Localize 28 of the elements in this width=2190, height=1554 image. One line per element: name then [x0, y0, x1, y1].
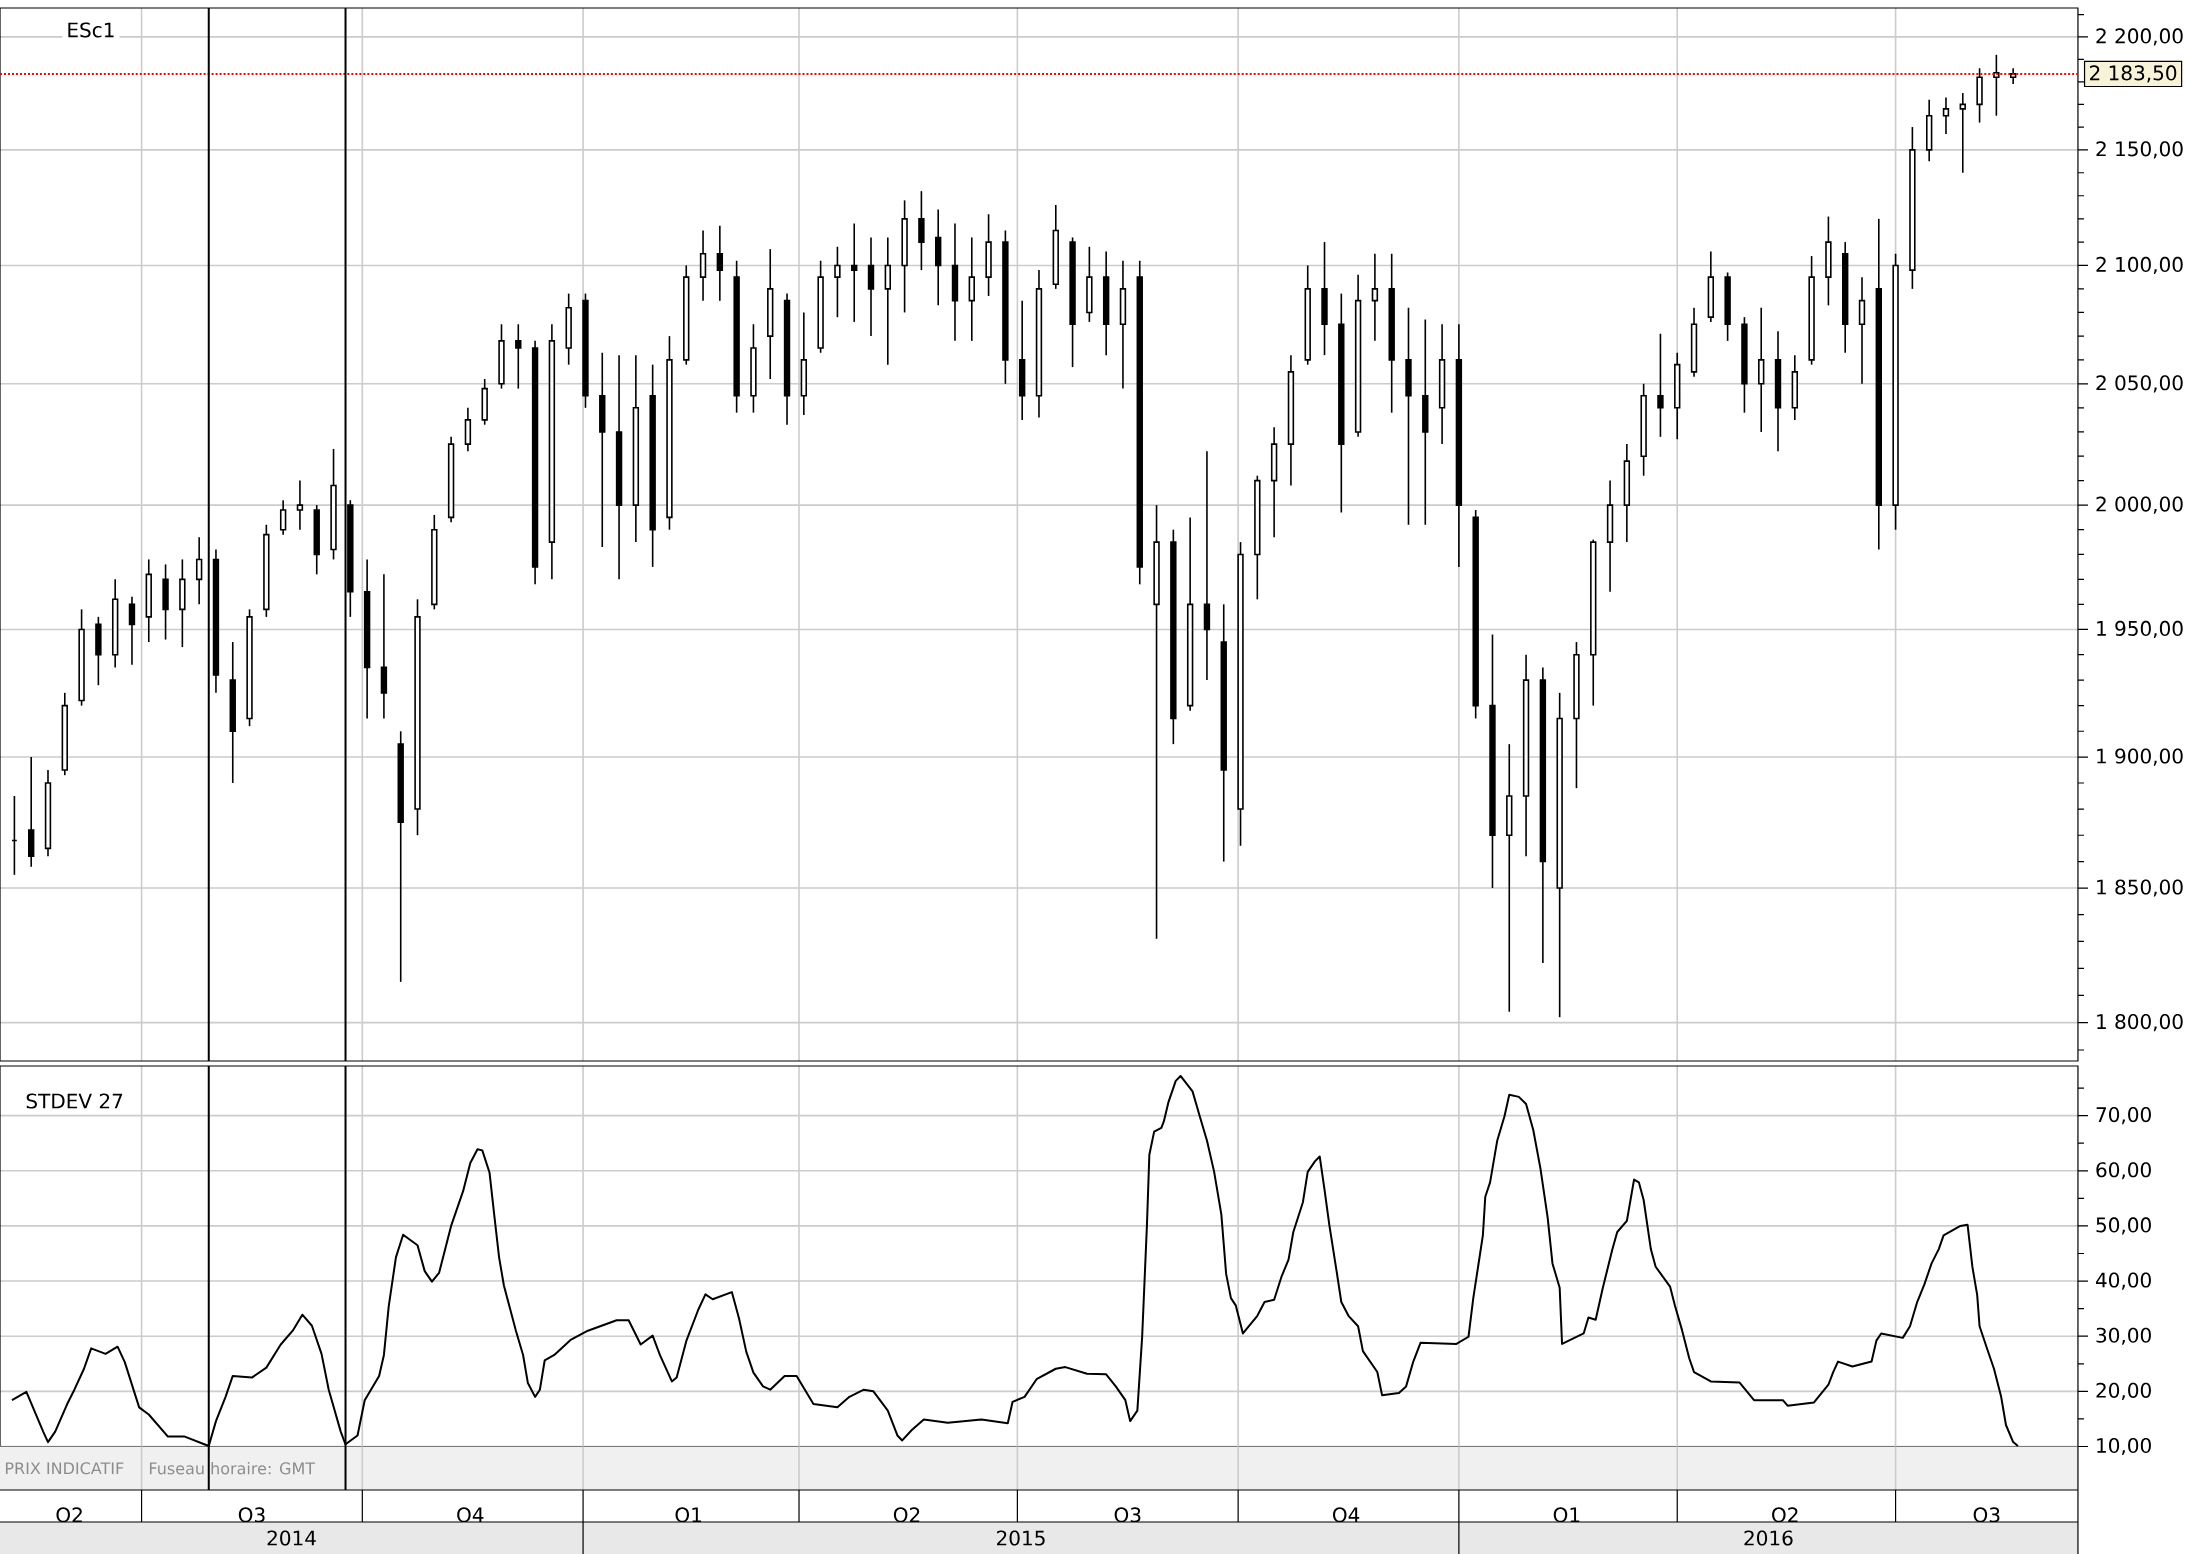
- y-tick-label: 20,00: [2096, 1382, 2151, 1400]
- x-tick-label: Q2: [1772, 1507, 1798, 1525]
- y-tick-label: 30,00: [2096, 1327, 2151, 1345]
- x-tick-label: Q4: [457, 1507, 484, 1525]
- y-tick-label: 50,00: [2096, 1217, 2151, 1235]
- y-tick-label: 2 100,00: [2096, 256, 2183, 274]
- y-tick-label: 1 850,00: [2097, 879, 2183, 897]
- text: 2016: [1744, 1530, 1793, 1546]
- y-tick-label: 2 000,00: [2096, 496, 2183, 514]
- y-tick-label: 10,00: [2097, 1437, 2151, 1456]
- y-tick-label: 2 050,00: [2096, 375, 2183, 393]
- text: Fuseau horaire: GMT: [149, 1462, 316, 1475]
- y-tick-label: 70,00: [2096, 1107, 2151, 1125]
- text: PRIX INDICATIF: [5, 1462, 124, 1475]
- text: 2014: [267, 1530, 316, 1546]
- ref-line-label: 2 183,50: [2090, 65, 2177, 83]
- y-tick-label: 1 800,00: [2097, 1014, 2183, 1032]
- text: ESc1: [68, 22, 114, 38]
- y-tick-label: 1 900,00: [2097, 748, 2183, 766]
- x-tick-label: Q4: [1333, 1507, 1360, 1525]
- y-tick-label: 2 200,00: [2096, 28, 2183, 46]
- y-tick-label: 40,00: [2095, 1272, 2151, 1290]
- text: 2015: [997, 1530, 1045, 1546]
- text: STDEV 27: [26, 1093, 123, 1109]
- x-tick-label: Q2: [56, 1507, 82, 1525]
- y-tick-label: 1 950,00: [2097, 620, 2183, 639]
- y-tick-label: 2 150,00: [2096, 141, 2183, 159]
- y-tick-label: 60,00: [2096, 1162, 2151, 1180]
